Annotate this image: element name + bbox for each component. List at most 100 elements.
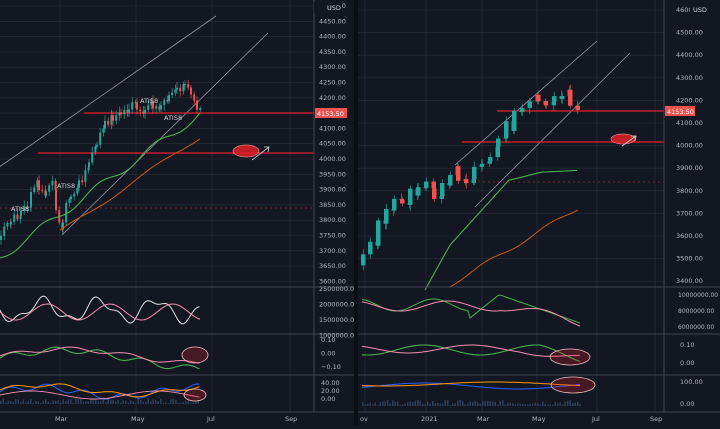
histogram-bar [402, 404, 404, 406]
price-tick-label: 0.10 [321, 336, 335, 344]
left-chart[interactable]: ATIS8 ATIS8 ATIS8 ATIS8 4500.004450.0044… [0, 0, 358, 423]
price-tick-label: 4400.00 [319, 33, 346, 41]
histogram-bar [567, 400, 569, 406]
histogram-bar [509, 402, 511, 406]
histogram-bar [534, 402, 536, 406]
right-channel-lower-line[interactable] [474, 52, 631, 208]
price-tick-label: −0.10 [321, 363, 341, 371]
histogram-bar [170, 399, 172, 404]
histogram-bar [2, 398, 4, 404]
candle-body [400, 199, 405, 204]
left-osc3-line[interactable] [0, 383, 200, 400]
left-osc3-highlight[interactable] [183, 388, 207, 402]
histogram-bar [514, 404, 516, 406]
candle-body [152, 101, 154, 109]
candle-body [174, 89, 177, 93]
left-currency-box [314, 2, 342, 13]
histogram-bar [537, 403, 539, 406]
time-tick-label: Jul [206, 415, 215, 423]
right-price-scale[interactable]: 4600.00 4500.00 4400.00 4300.00 4200.00 4100.… [676, 6, 703, 285]
histogram-bar [65, 400, 67, 404]
histogram-bar [499, 401, 501, 406]
left-ema-slow[interactable] [59, 138, 201, 231]
right-osc1-line[interactable] [361, 294, 581, 324]
price-tick-label: 4200.00 [676, 96, 703, 104]
right-channel-upper-line[interactable] [454, 40, 598, 166]
right-osc2-line[interactable] [361, 344, 581, 363]
left-target-ellipse[interactable] [232, 144, 260, 158]
left-osc3-secondary[interactable] [0, 390, 200, 400]
right-osc3-line[interactable] [361, 382, 581, 390]
candle-body [94, 146, 97, 153]
left-channel-lower-line[interactable] [61, 32, 269, 236]
histogram-bar [60, 402, 62, 404]
histogram-bar [5, 402, 7, 404]
histogram-bar [377, 404, 379, 406]
right-ema-slow[interactable] [449, 209, 579, 288]
histogram-bar [542, 401, 544, 406]
candle-body [408, 188, 413, 205]
histogram-bar [364, 404, 366, 406]
left-osc2-line[interactable] [0, 346, 200, 370]
candle-body [424, 181, 429, 188]
histogram-bar [417, 400, 419, 406]
left-osc1-line[interactable] [0, 295, 200, 325]
right-target-arrow[interactable] [621, 135, 637, 147]
histogram-bar [412, 402, 414, 406]
histogram-bar [167, 402, 169, 404]
right-osc2-signal[interactable] [361, 344, 581, 357]
left-osc3-signal[interactable] [0, 383, 200, 398]
right-osc1-signal[interactable] [361, 300, 581, 327]
candle-body [84, 170, 87, 183]
left-price-scale[interactable]: 4500.004450.004400.004350.004300.004250.… [319, 2, 346, 285]
left-target-arrow[interactable] [251, 146, 270, 161]
left-osc1-signal[interactable] [0, 303, 201, 321]
right-ema-fast[interactable] [424, 169, 578, 291]
candle-body [480, 163, 485, 165]
histogram-bar [472, 402, 474, 406]
histogram-bar [522, 403, 524, 406]
candle-body [36, 180, 39, 188]
candle-body [120, 112, 122, 115]
candle-body [29, 206, 32, 209]
right-osc3-signal[interactable] [361, 381, 581, 387]
histogram-bar [519, 403, 521, 406]
histogram-bar [429, 403, 431, 406]
right-osc3-highlight[interactable] [550, 376, 596, 394]
left-time-axis[interactable]: Mar May Jul Sep [55, 415, 297, 423]
candle-body [70, 196, 72, 200]
histogram-bar [55, 400, 57, 404]
right-currency-label: USD [693, 6, 707, 14]
histogram-bar [439, 403, 441, 406]
histogram-bar [544, 404, 546, 406]
left-osc2-highlight[interactable] [181, 346, 209, 364]
right-osc2-scale: 0.10 0.00 [680, 341, 694, 367]
panel-divider[interactable] [354, 0, 358, 425]
left-channel-upper-line[interactable] [0, 15, 217, 170]
candle-body [527, 101, 532, 109]
histogram-bar [382, 401, 384, 406]
time-tick-label: Jul [591, 415, 600, 423]
time-tick-label: Mar [477, 415, 490, 423]
left-osc2-signal[interactable] [0, 346, 200, 364]
histogram-bar [524, 404, 526, 406]
left-osc1-scale: 2500000.00 2000000.00 1500000.00 1000000.00 [319, 285, 358, 340]
histogram-bar [477, 402, 479, 406]
candle-body [503, 137, 508, 139]
histogram-bar [27, 400, 29, 404]
left-annotation-1: ATIS8 [11, 205, 29, 213]
right-osc2-highlight[interactable] [549, 348, 591, 366]
histogram-bar [142, 401, 144, 404]
right-time-axis[interactable]: ov 2021 Mar May Jul Sep [360, 415, 662, 423]
histogram-bar [532, 403, 534, 406]
histogram-bar [462, 401, 464, 406]
right-chart[interactable]: 4600.00 4500.00 4400.00 4300.00 4200.00 4100.… [358, 0, 720, 423]
histogram-bar [464, 403, 466, 406]
candle-body [544, 104, 549, 106]
candle-body [479, 164, 484, 167]
left-ema-fast[interactable] [0, 112, 201, 259]
candle-body [160, 105, 162, 110]
